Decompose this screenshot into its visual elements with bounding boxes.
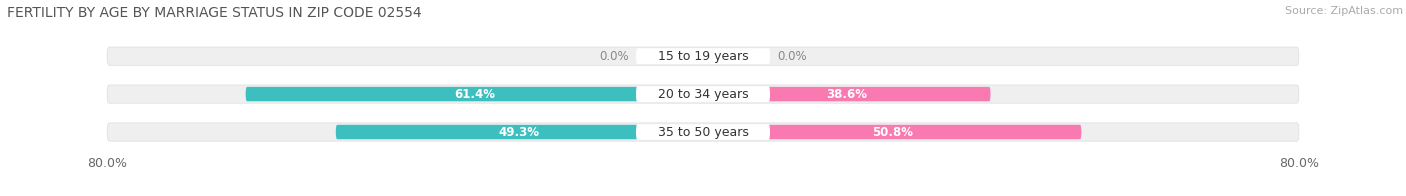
FancyBboxPatch shape [636,48,770,64]
FancyBboxPatch shape [636,124,770,140]
Text: 15 to 19 years: 15 to 19 years [658,50,748,63]
FancyBboxPatch shape [107,123,1299,141]
FancyBboxPatch shape [246,87,703,101]
Text: 0.0%: 0.0% [599,50,628,63]
FancyBboxPatch shape [703,87,990,101]
FancyBboxPatch shape [703,125,1081,139]
Text: 0.0%: 0.0% [778,50,807,63]
Text: 38.6%: 38.6% [827,88,868,101]
FancyBboxPatch shape [636,86,770,102]
FancyBboxPatch shape [644,49,703,63]
FancyBboxPatch shape [703,49,762,63]
Text: 50.8%: 50.8% [872,125,912,139]
Text: 61.4%: 61.4% [454,88,495,101]
FancyBboxPatch shape [107,85,1299,103]
Text: 49.3%: 49.3% [499,125,540,139]
Text: 20 to 34 years: 20 to 34 years [658,88,748,101]
Text: FERTILITY BY AGE BY MARRIAGE STATUS IN ZIP CODE 02554: FERTILITY BY AGE BY MARRIAGE STATUS IN Z… [7,6,422,20]
FancyBboxPatch shape [336,125,703,139]
FancyBboxPatch shape [107,47,1299,65]
Text: Source: ZipAtlas.com: Source: ZipAtlas.com [1285,6,1403,16]
Text: 35 to 50 years: 35 to 50 years [658,125,748,139]
